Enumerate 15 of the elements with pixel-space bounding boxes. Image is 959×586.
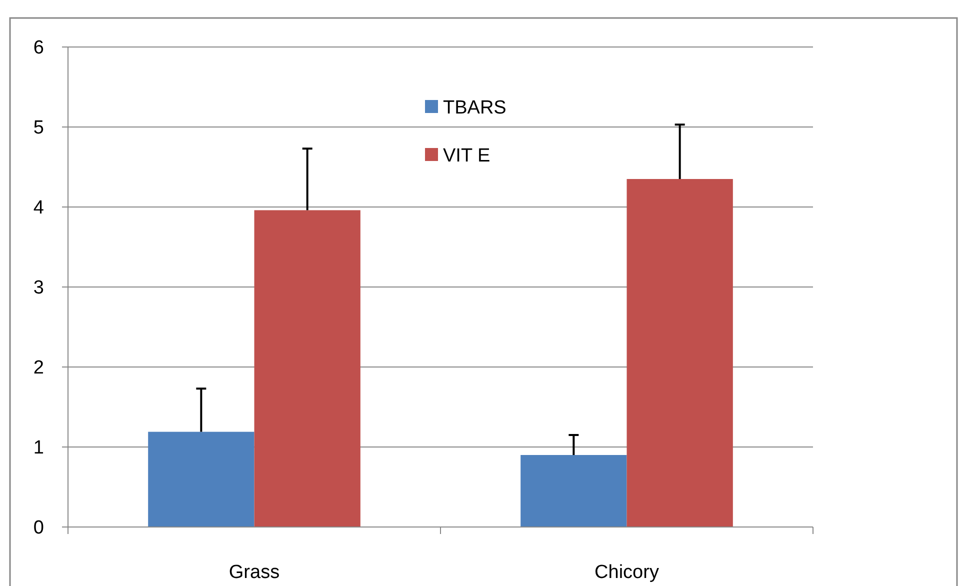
legend-label: TBARS	[443, 98, 506, 119]
x-tick-label: Grass	[228, 562, 280, 583]
bar	[520, 455, 627, 527]
y-tick-label: 5	[33, 118, 44, 139]
bar	[148, 432, 254, 527]
y-tick-label: 4	[33, 198, 44, 219]
bar	[254, 210, 360, 527]
y-tick-label: 3	[33, 278, 44, 299]
x-tick-label: Chicory	[594, 562, 660, 583]
y-tick-label: 0	[33, 518, 44, 539]
y-tick-label: 1	[33, 438, 44, 459]
y-tick-label: 6	[33, 38, 44, 59]
legend-label: VIT E	[443, 146, 490, 167]
bar	[626, 179, 733, 527]
y-tick-label: 2	[33, 358, 44, 379]
